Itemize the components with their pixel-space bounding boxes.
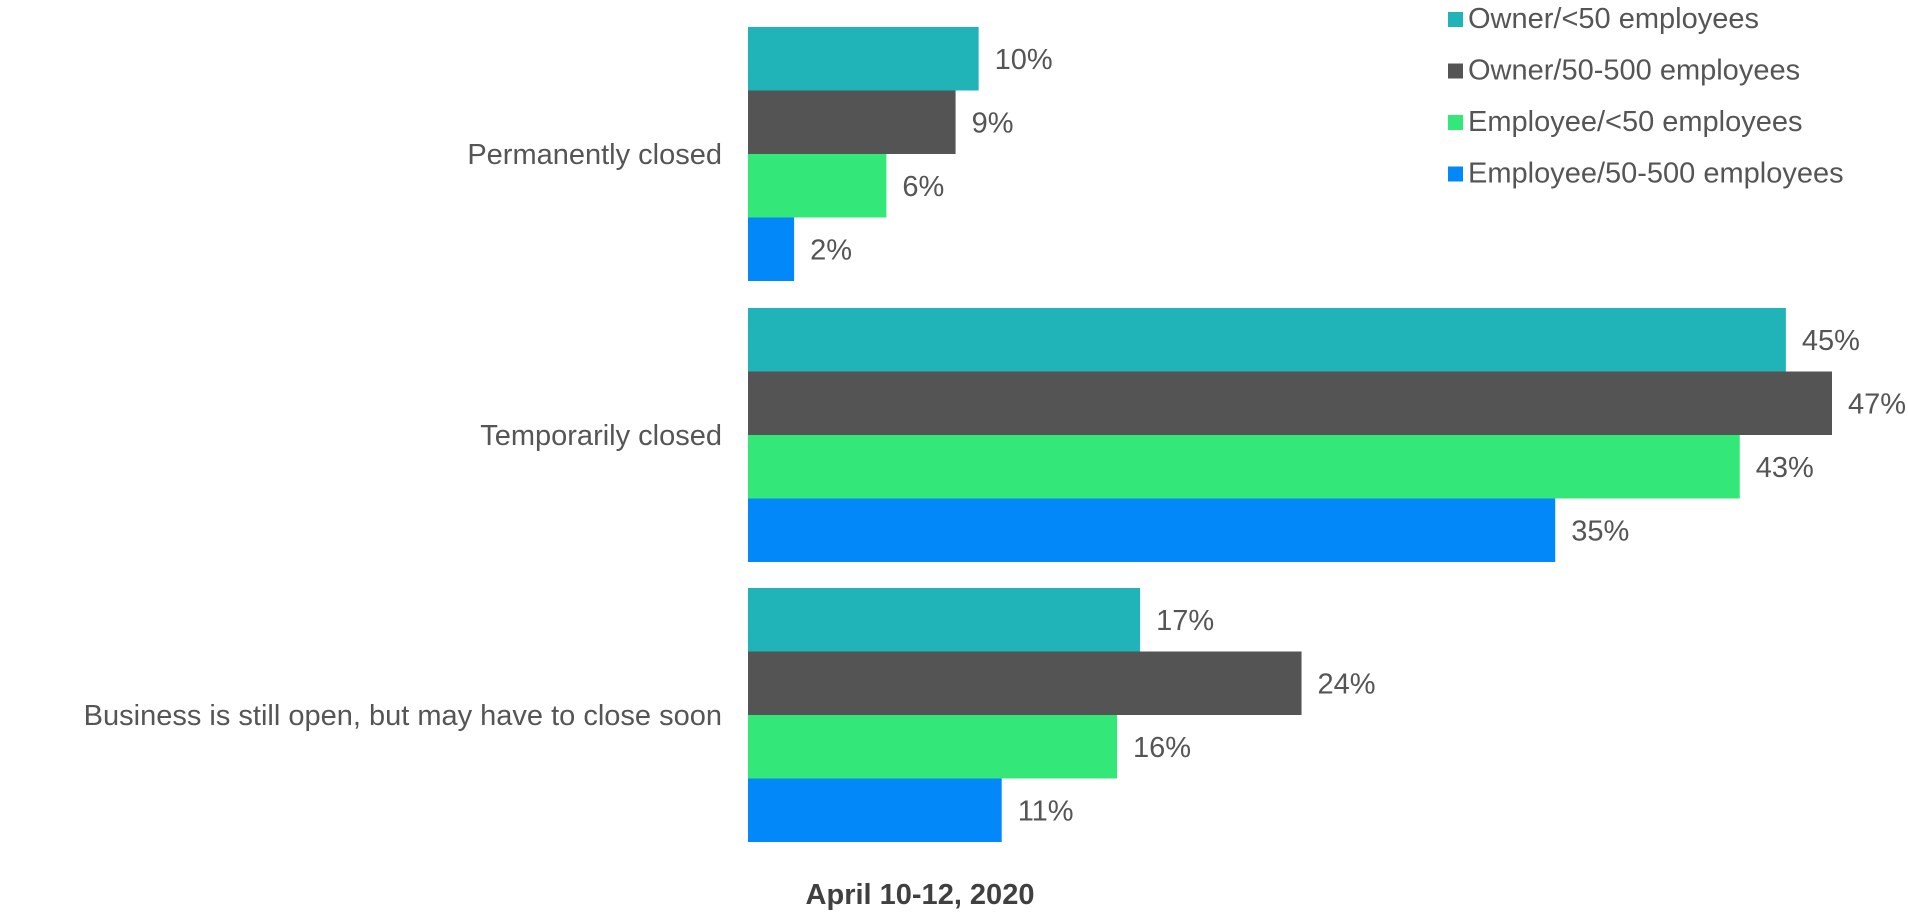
data-label: 43%: [1756, 452, 1814, 484]
bar: [748, 154, 886, 218]
bar: [748, 372, 1832, 436]
bar: [748, 308, 1786, 372]
category-label: Business is still open, but may have to …: [84, 700, 722, 732]
bar: [748, 652, 1302, 716]
data-label: 35%: [1571, 515, 1629, 547]
data-label: 47%: [1848, 388, 1906, 420]
bars: [748, 27, 1832, 842]
bar: [748, 588, 1140, 652]
legend-entry: Owner/50-500 employees: [1468, 55, 1800, 87]
data-label: 24%: [1318, 668, 1376, 700]
category-labels: Permanently closed Temporarily closed Busi…: [84, 139, 722, 732]
legend-swatch: [1448, 64, 1463, 79]
bar: [748, 779, 1002, 843]
data-label: 11%: [1018, 795, 1074, 827]
category-label: Permanently closed: [467, 139, 722, 171]
data-label: 6%: [902, 171, 944, 203]
legend-entry: Employee/50-500 employees: [1468, 158, 1844, 190]
data-label: 16%: [1133, 732, 1191, 764]
bar: [748, 218, 794, 282]
legend-entry: Employee/<50 employees: [1468, 106, 1803, 138]
legend-swatch: [1448, 115, 1463, 130]
data-label: 45%: [1802, 325, 1860, 357]
bar: [748, 715, 1117, 779]
data-label: 2%: [810, 234, 852, 266]
legend: Owner/<50 employees Owner/50-500 employee…: [1448, 3, 1844, 190]
legend-swatch: [1448, 167, 1463, 182]
data-label: 9%: [972, 107, 1014, 139]
bar: [748, 91, 956, 155]
data-label: 17%: [1156, 605, 1214, 637]
bar: [748, 499, 1555, 563]
bar: [748, 435, 1740, 499]
x-axis-label: April 10-12, 2020: [806, 879, 1035, 911]
data-label: 10%: [995, 44, 1053, 76]
legend-swatch: [1448, 12, 1463, 27]
legend-entry: Owner/<50 employees: [1468, 3, 1759, 35]
bar: [748, 27, 979, 91]
category-label: Temporarily closed: [480, 420, 722, 452]
